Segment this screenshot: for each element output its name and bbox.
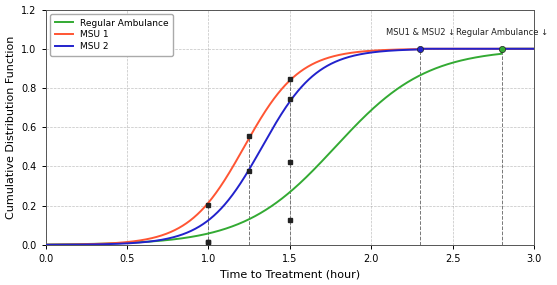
MSU 2 xyxy=(42,243,49,247)
Regular Ambulance xyxy=(42,243,49,246)
Regular Ambulance xyxy=(280,196,286,199)
MSU 2 xyxy=(531,47,538,50)
MSU 1 xyxy=(427,47,434,50)
Regular Ambulance xyxy=(67,243,74,246)
Regular Ambulance xyxy=(499,47,505,50)
Line: MSU 2: MSU 2 xyxy=(46,49,534,245)
MSU 1 xyxy=(417,47,423,50)
MSU 1 xyxy=(280,86,286,89)
Text: MSU1 & MSU2 ↓: MSU1 & MSU2 ↓ xyxy=(385,28,455,37)
MSU 2 xyxy=(517,47,524,50)
X-axis label: Time to Treatment (hour): Time to Treatment (hour) xyxy=(220,269,360,280)
Regular Ambulance xyxy=(517,47,524,50)
Regular Ambulance xyxy=(531,47,538,50)
MSU 1 xyxy=(267,102,273,106)
MSU 2 xyxy=(427,47,434,50)
MSU 1 xyxy=(531,47,538,50)
MSU 1 xyxy=(517,47,524,50)
MSU 1 xyxy=(42,243,49,247)
Line: Regular Ambulance: Regular Ambulance xyxy=(46,49,534,245)
MSU 2 xyxy=(280,110,286,113)
Text: Regular Ambulance ↓: Regular Ambulance ↓ xyxy=(456,28,548,37)
Regular Ambulance xyxy=(267,205,273,209)
MSU 2 xyxy=(67,243,74,246)
MSU 1 xyxy=(67,243,74,246)
Legend: Regular Ambulance, MSU 1, MSU 2: Regular Ambulance, MSU 1, MSU 2 xyxy=(50,14,173,56)
MSU 1 xyxy=(517,47,524,50)
MSU 2 xyxy=(517,47,524,50)
Y-axis label: Cumulative Distribution Function: Cumulative Distribution Function xyxy=(6,36,16,219)
Regular Ambulance xyxy=(427,69,433,72)
Line: MSU 1: MSU 1 xyxy=(46,49,534,245)
Regular Ambulance xyxy=(517,47,524,50)
MSU 2 xyxy=(417,47,423,50)
MSU 2 xyxy=(267,131,273,135)
